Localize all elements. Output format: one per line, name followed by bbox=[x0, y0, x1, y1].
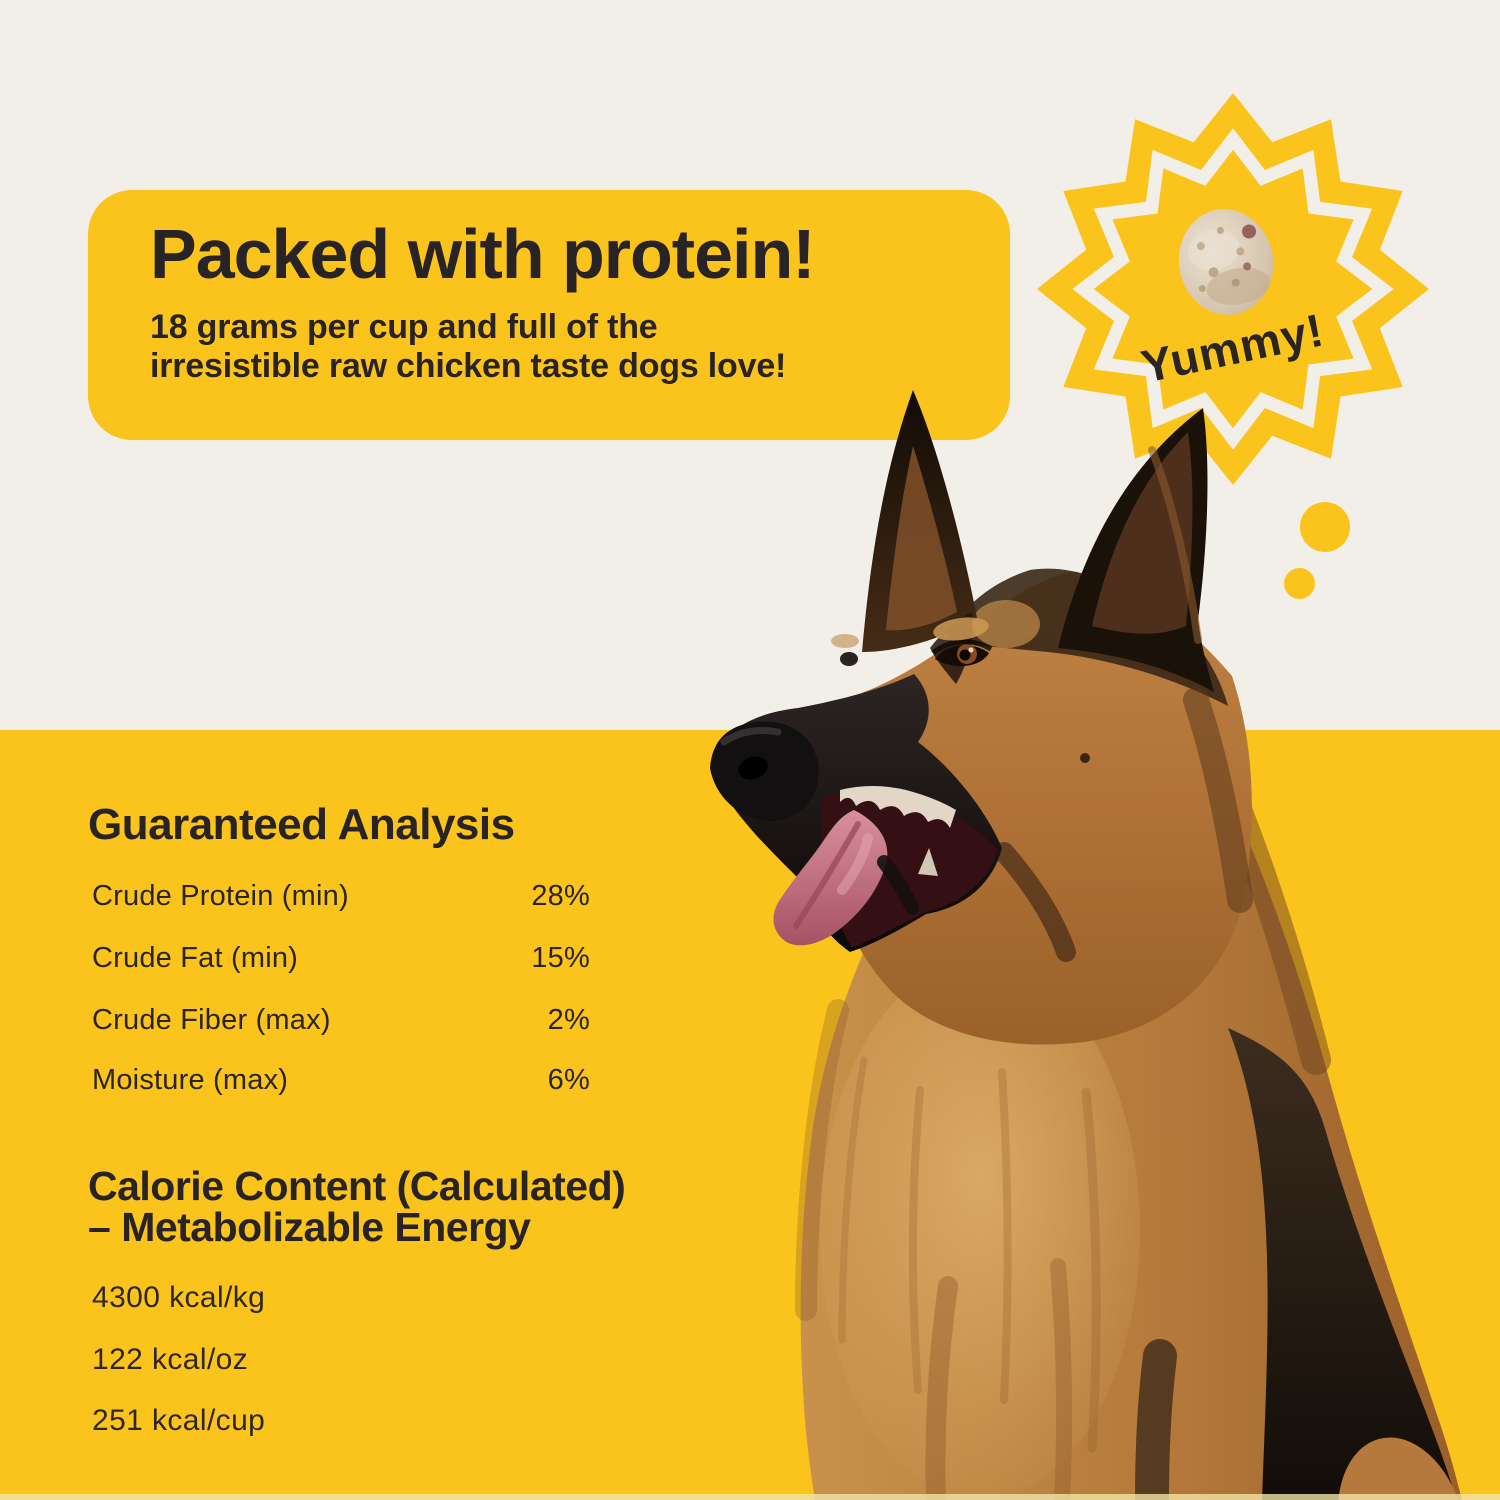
analysis-row-value: 15% bbox=[531, 942, 590, 974]
calorie-item: 122 kcal/oz bbox=[92, 1343, 249, 1376]
calorie-content-heading: Calorie Content (Calculated) – Metaboliz… bbox=[88, 1163, 626, 1250]
starburst-ring-icon bbox=[1072, 128, 1394, 450]
analysis-row-label: Crude Fat (min) bbox=[92, 942, 299, 974]
calorie-item: 251 kcal/cup bbox=[92, 1404, 266, 1437]
analysis-row: Crude Fiber (max) 2% bbox=[92, 1004, 590, 1037]
analysis-row: Moisture (max) 6% bbox=[92, 1064, 590, 1097]
analysis-row: Crude Fat (min) 15% bbox=[92, 942, 590, 975]
analysis-row-value: 6% bbox=[547, 1064, 590, 1096]
calorie-heading-line1: Calorie Content (Calculated) bbox=[88, 1163, 626, 1209]
analysis-row: Crude Protein (min) 28% bbox=[92, 880, 590, 913]
dog-far-eye bbox=[831, 634, 859, 666]
headline-card: Packed with protein! 18 grams per cup an… bbox=[88, 190, 1010, 440]
calorie-heading-line2: – Metabolizable Energy bbox=[88, 1204, 531, 1250]
calorie-item: 4300 kcal/kg bbox=[92, 1281, 266, 1314]
headline-title: Packed with protein! bbox=[150, 215, 816, 293]
headline-subtitle-line2: irresistible raw chicken taste dogs love… bbox=[150, 347, 787, 386]
analysis-row-label: Moisture (max) bbox=[92, 1064, 289, 1096]
guaranteed-analysis-heading: Guaranteed Analysis bbox=[88, 800, 515, 849]
analysis-row-value: 2% bbox=[547, 1004, 590, 1036]
dog-eye bbox=[931, 617, 993, 667]
bottom-edge-strip bbox=[0, 1494, 1500, 1500]
analysis-row-label: Crude Fiber (max) bbox=[92, 1004, 331, 1036]
yummy-badge: Yummy! bbox=[1037, 93, 1429, 485]
treat-icon bbox=[1178, 209, 1274, 315]
analysis-row-value: 28% bbox=[531, 880, 590, 912]
analysis-row-label: Crude Protein (min) bbox=[92, 880, 349, 912]
thought-dot-large bbox=[1300, 502, 1350, 552]
thought-dot-small bbox=[1284, 568, 1315, 599]
headline-subtitle-line1: 18 grams per cup and full of the bbox=[150, 307, 658, 346]
